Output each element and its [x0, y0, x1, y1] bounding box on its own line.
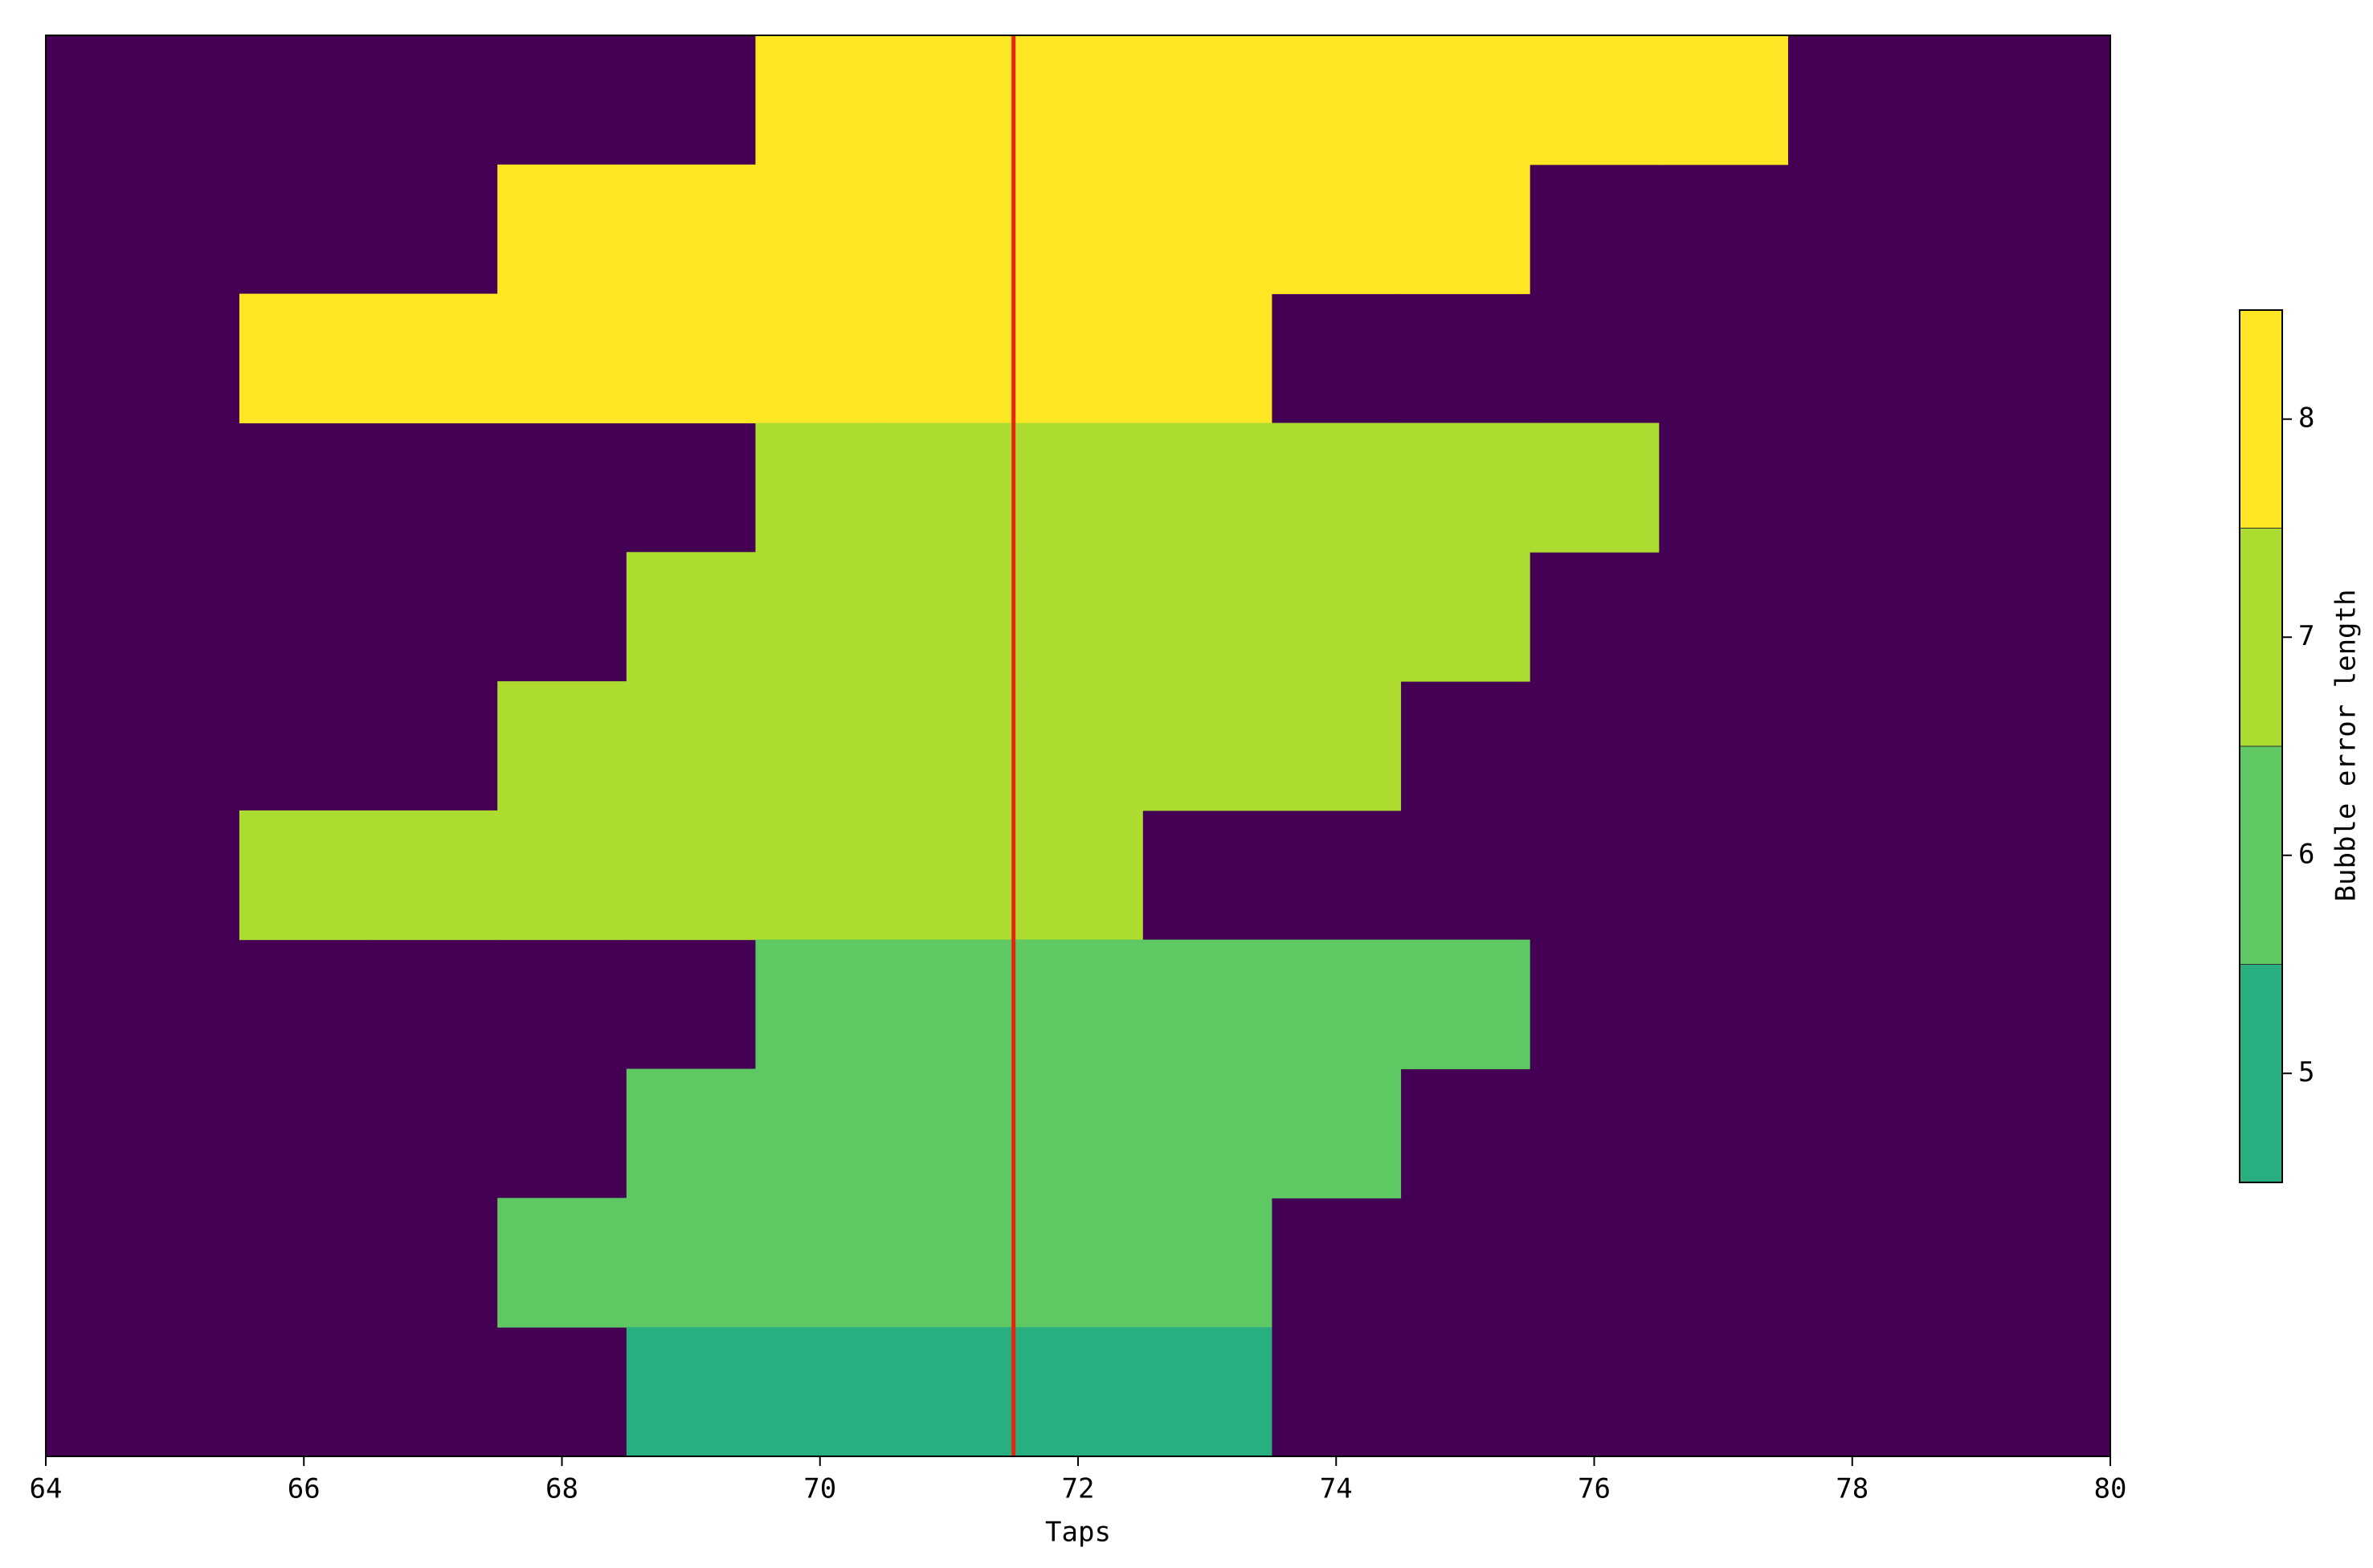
heatmap-cell	[497, 164, 627, 295]
heatmap-cell	[1400, 552, 1530, 682]
heatmap-cell	[239, 293, 370, 423]
colorbar-tick-label: 6	[2298, 838, 2314, 870]
heatmap-cell	[1142, 1068, 1272, 1198]
x-tick-label: 64	[30, 1473, 63, 1505]
heatmap-cell	[1142, 164, 1272, 295]
x-tick-label: 68	[545, 1473, 578, 1505]
x-tick-label: 80	[2094, 1473, 2127, 1505]
heatmap-cell	[626, 164, 756, 295]
heatmap-cell	[755, 681, 885, 811]
heatmap-cell	[626, 810, 756, 941]
heatmap-cell	[1271, 35, 1402, 165]
heatmap-cell	[626, 681, 756, 811]
heatmap-cell	[884, 939, 1015, 1070]
x-tick-label: 72	[1062, 1473, 1095, 1505]
x-tick-label: 78	[1836, 1473, 1869, 1505]
heatmap-cell	[1400, 939, 1530, 1070]
heatmap-cell	[755, 810, 885, 941]
heatmap-cell	[884, 681, 1015, 811]
heatmap-cell	[884, 293, 1015, 423]
heatmap-cell	[1013, 423, 1143, 553]
heatmap-cell	[368, 293, 498, 423]
heatmap-cell	[1013, 681, 1143, 811]
x-tick-label: 76	[1578, 1473, 1611, 1505]
colorbar-segment	[2239, 745, 2283, 965]
heatmap-cell	[755, 552, 885, 682]
colorbar-tick-label: 7	[2298, 620, 2314, 652]
x-tick-label: 74	[1320, 1473, 1353, 1505]
heatmap-cell	[1271, 164, 1402, 295]
heatmap-cell	[884, 35, 1015, 165]
heatmap-cell	[1142, 552, 1272, 682]
heatmap-cell	[1142, 423, 1272, 553]
heatmap-cell	[497, 1198, 627, 1328]
heatmap-cell	[1142, 293, 1272, 423]
heatmap-cell	[1142, 1327, 1272, 1457]
x-axis-label: Taps	[1045, 1517, 1111, 1549]
heatmap-cell	[1142, 681, 1272, 811]
x-tick-label: 66	[288, 1473, 321, 1505]
heatmap-cell	[755, 1068, 885, 1198]
heatmap-cell	[1530, 423, 1660, 553]
heatmap-cell	[626, 1068, 756, 1198]
heatmap-cell	[1013, 164, 1143, 295]
heatmap-cell	[884, 423, 1015, 553]
heatmap-cell	[884, 1327, 1015, 1457]
heatmap-cell	[884, 552, 1015, 682]
heatmap-cell	[626, 1327, 756, 1457]
heatmap-cell	[884, 1198, 1015, 1328]
heatmap-cell	[1013, 939, 1143, 1070]
heatmap-cell	[755, 939, 885, 1070]
heatmap-cell	[1530, 35, 1660, 165]
heatmap-cell	[1013, 1327, 1143, 1457]
heatmap-cell	[1013, 35, 1143, 165]
heatmap-cell	[1271, 1068, 1402, 1198]
colorbar-tick-label: 5	[2298, 1056, 2314, 1088]
heatmap-cell	[755, 1198, 885, 1328]
heatmap-cell	[626, 552, 756, 682]
heatmap-cell	[755, 164, 885, 295]
heatmap-cell	[1271, 939, 1402, 1070]
heatmap-cell	[626, 293, 756, 423]
heatmap-cell	[1142, 1198, 1272, 1328]
colorbar-frame	[2239, 309, 2283, 1183]
heatmap-cell	[1271, 552, 1402, 682]
heatmap-cell	[1271, 423, 1402, 553]
heatmap-cell	[1013, 1198, 1143, 1328]
heatmap-cell	[884, 164, 1015, 295]
colorbar-segment	[2239, 309, 2283, 529]
heatmap-cell	[1142, 35, 1272, 165]
heatmap-cell	[239, 810, 370, 941]
heatmap-cell	[755, 35, 885, 165]
heatmap-cell	[1400, 423, 1530, 553]
heatmap-cell	[755, 1327, 885, 1457]
heatmap-cell	[1400, 164, 1530, 295]
heatmap-cell	[1013, 293, 1143, 423]
heatmap-cell	[884, 1068, 1015, 1198]
heatmap-cell	[884, 810, 1015, 941]
heatmap-cell	[497, 681, 627, 811]
heatmap-cell	[1400, 35, 1530, 165]
heatmap-cell	[755, 423, 885, 553]
colorbar-segment	[2239, 528, 2283, 747]
heatmap-cell	[1013, 1068, 1143, 1198]
heatmap-cell	[497, 810, 627, 941]
colorbar-label: Bubble error length	[2330, 590, 2363, 902]
colorbar-tick-label: 8	[2298, 402, 2314, 434]
heatmap-cell	[368, 810, 498, 941]
heatmap-cell	[1013, 552, 1143, 682]
heatmap-cell	[755, 293, 885, 423]
colorbar-segment	[2239, 964, 2283, 1183]
heatmap-cell	[626, 1198, 756, 1328]
heatmap-cell	[1271, 681, 1402, 811]
heatmap-cell	[497, 293, 627, 423]
heatmap-cell	[1658, 35, 1788, 165]
heatmap-cell	[1142, 939, 1272, 1070]
heatmap-cell	[1013, 810, 1143, 941]
x-tick-label: 70	[803, 1473, 836, 1505]
